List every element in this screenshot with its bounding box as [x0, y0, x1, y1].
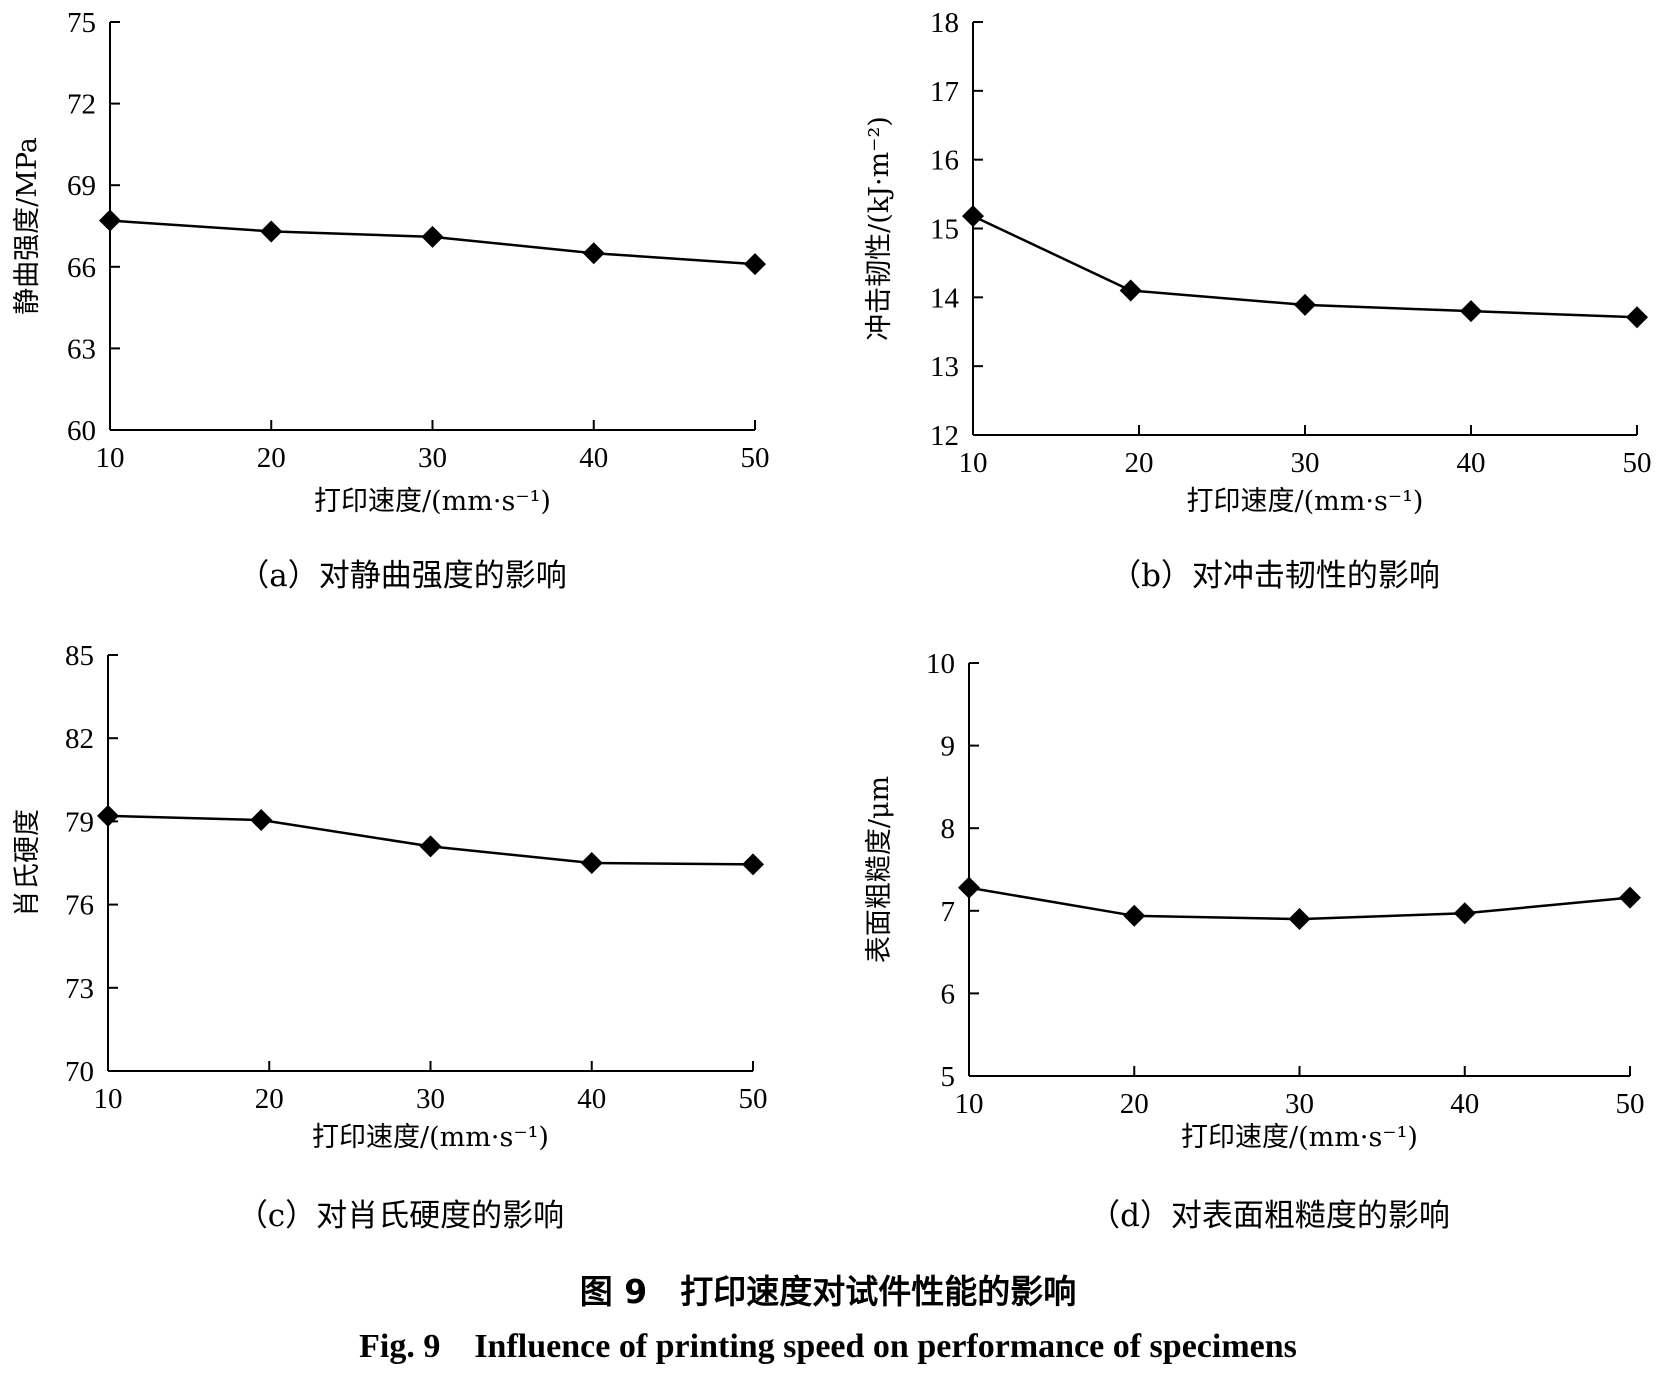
- y-tick-label: 18: [930, 7, 959, 39]
- y-tick-label: 7: [941, 896, 956, 928]
- y-tick-label: 76: [65, 890, 94, 922]
- y-axis-label: 表面粗糙度/μm: [864, 776, 895, 963]
- data-point: [250, 809, 273, 832]
- chart-panel-a: 60 63 66 69 72 75 10 20 30 40 50 打印速度/(mm·s⁻¹) 静曲强度/…: [12, 7, 770, 594]
- x-tick-label: 40: [577, 1083, 606, 1115]
- data-point: [1626, 306, 1648, 329]
- y-tick-label: 14: [930, 282, 960, 314]
- data-point: [582, 242, 605, 265]
- x-tick-label: 20: [1125, 447, 1154, 479]
- panel-caption: （a）对静曲强度的影响: [238, 558, 566, 594]
- chart-panel-b: 12 13 14 15 16 17 18 10 20 30 40 50 打印速度/(mm·s⁻¹) 冲击韧…: [864, 7, 1652, 594]
- y-tick-label: 17: [930, 76, 959, 108]
- y-tick-label: 72: [67, 89, 96, 121]
- data-point: [260, 220, 283, 243]
- x-tick-label: 10: [94, 1083, 123, 1115]
- y-tick-label: 85: [65, 640, 94, 672]
- data-point: [958, 876, 980, 899]
- x-tick-label: 10: [955, 1088, 984, 1120]
- data-point: [1460, 300, 1482, 323]
- data-point: [97, 804, 119, 827]
- data-point: [419, 835, 442, 858]
- y-axis-label: 静曲强度/MPa: [12, 137, 43, 315]
- y-tick-label: 16: [930, 145, 959, 177]
- x-tick-label: 50: [1623, 447, 1652, 479]
- chart-panel-d: 5 6 7 8 9 10 10 20 30 40 50 打印速度/(mm·s⁻¹) 表面粗糙度/μm （d…: [864, 648, 1645, 1234]
- x-tick-label: 30: [1285, 1088, 1314, 1120]
- data-point: [580, 852, 603, 874]
- data-point: [1119, 279, 1142, 302]
- x-tick-label: 10: [96, 442, 125, 474]
- y-axis-label: 肖氏硬度: [12, 809, 43, 917]
- data-point: [742, 853, 764, 876]
- y-axis-label: 冲击韧性/(kJ·m⁻²): [864, 116, 895, 341]
- data-point: [1288, 908, 1311, 931]
- y-tick-label: 70: [65, 1056, 94, 1088]
- chart-panel-c: 70 73 76 79 82 85 10 20 30 40 50 打印速度/(mm·s⁻¹) 肖氏硬度 （…: [12, 640, 768, 1234]
- figure-caption-en: Fig. 9 Influence of printing speed on pe…: [359, 1328, 1297, 1365]
- panel-caption: （d）对表面粗糙度的影响: [1089, 1198, 1450, 1234]
- x-tick-label: 50: [1616, 1088, 1645, 1120]
- y-tick-label: 6: [941, 978, 956, 1010]
- data-point: [1294, 293, 1316, 316]
- y-tick-label: 15: [930, 214, 959, 246]
- y-tick-label: 9: [941, 731, 956, 763]
- x-tick-label: 30: [418, 442, 447, 474]
- y-tick-label: 69: [67, 170, 96, 202]
- x-tick-label: 10: [959, 447, 988, 479]
- x-axis-label: 打印速度/(mm·s⁻¹): [1187, 486, 1424, 517]
- data-point: [1123, 904, 1146, 927]
- y-tick-label: 73: [65, 973, 94, 1005]
- x-axis-label: 打印速度/(mm·s⁻¹): [312, 1122, 549, 1153]
- figure-caption-cn: 图 9 打印速度对试件性能的影响: [580, 1272, 1076, 1311]
- y-tick-label: 82: [65, 723, 94, 755]
- y-tick-label: 10: [926, 648, 955, 680]
- y-tick-label: 63: [67, 333, 96, 365]
- x-axis-label: 打印速度/(mm·s⁻¹): [1181, 1122, 1418, 1153]
- x-tick-label: 50: [741, 442, 770, 474]
- y-tick-label: 13: [930, 351, 959, 383]
- data-point: [99, 209, 121, 232]
- y-tick-label: 8: [941, 813, 956, 845]
- y-tick-label: 75: [67, 7, 96, 39]
- data-point: [1619, 886, 1641, 909]
- x-tick-label: 40: [1450, 1088, 1479, 1120]
- x-tick-label: 40: [1457, 447, 1486, 479]
- y-tick-label: 66: [67, 252, 96, 284]
- data-point: [421, 225, 444, 248]
- x-tick-label: 20: [255, 1083, 284, 1115]
- y-tick-label: 5: [941, 1061, 956, 1093]
- y-tick-label: 12: [930, 420, 959, 452]
- y-tick-label: 60: [67, 415, 96, 447]
- data-point: [744, 253, 766, 276]
- panel-caption: （b）对冲击韧性的影响: [1110, 558, 1440, 594]
- x-tick-label: 30: [416, 1083, 445, 1115]
- x-tick-label: 20: [1120, 1088, 1149, 1120]
- x-tick-label: 30: [1291, 447, 1320, 479]
- data-point: [962, 205, 984, 228]
- y-tick-label: 79: [65, 806, 94, 838]
- x-tick-label: 40: [579, 442, 608, 474]
- x-tick-label: 50: [739, 1083, 768, 1115]
- x-axis-label: 打印速度/(mm·s⁻¹): [314, 486, 551, 517]
- data-point: [1453, 902, 1476, 925]
- x-tick-label: 20: [257, 442, 286, 474]
- panel-caption: （c）对肖氏硬度的影响: [237, 1198, 564, 1234]
